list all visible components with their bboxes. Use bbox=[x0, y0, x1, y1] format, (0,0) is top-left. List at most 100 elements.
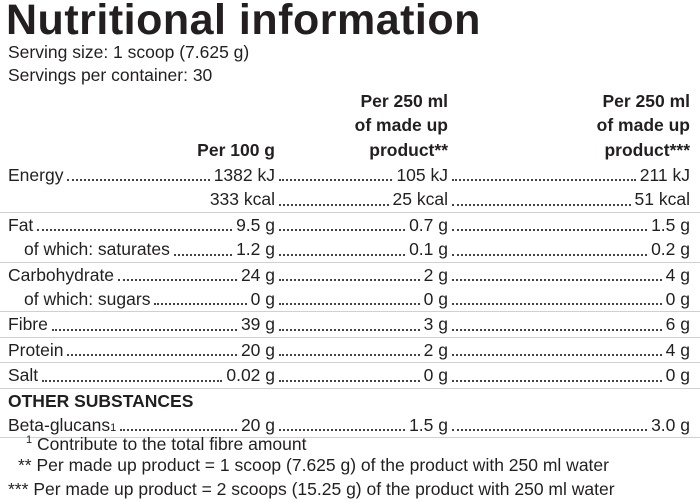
row-group: Beta-glucans 1 20 g 1.5 g 3.0 g bbox=[0, 413, 700, 439]
leader bbox=[452, 253, 648, 256]
title: Nutritional information bbox=[6, 0, 481, 44]
row: Fat 9.5 g 0.7 g 1.5 g bbox=[0, 213, 700, 237]
footnote-marker: *** bbox=[8, 479, 29, 499]
leader bbox=[279, 379, 420, 382]
row: 333 kcal 25 kcal 51 kcal bbox=[0, 187, 700, 211]
cell: 0 g bbox=[275, 287, 448, 311]
cell: Beta-glucans 1 20 g bbox=[8, 413, 275, 437]
footnote-text: Per made up product = 2 scoops (15.25 g)… bbox=[33, 479, 615, 499]
leader bbox=[452, 179, 636, 182]
value: 0.7 g bbox=[409, 214, 448, 235]
leader bbox=[452, 229, 648, 232]
row: Fibre 39 g 3 g 6 g bbox=[0, 312, 700, 336]
cell: of which: sugars 0 g bbox=[8, 287, 275, 311]
row-label: Salt bbox=[8, 365, 39, 386]
leader bbox=[452, 303, 662, 306]
cell: 3 g bbox=[275, 312, 448, 336]
leader bbox=[452, 203, 631, 206]
value: 3 g bbox=[423, 314, 448, 335]
leader bbox=[452, 429, 648, 432]
value: 0 g bbox=[423, 288, 448, 309]
header-line: product** bbox=[369, 139, 448, 160]
footnote: *** Per made up product = 2 scoops (15.2… bbox=[8, 477, 615, 501]
row-group: Protein 20 g 2 g 4 g bbox=[0, 338, 700, 364]
value: 51 kcal bbox=[634, 189, 690, 210]
value: 1.2 g bbox=[236, 239, 275, 260]
row: Carbohydrate 24 g 2 g 4 g bbox=[0, 263, 700, 287]
cell: 0.1 g bbox=[275, 237, 448, 261]
leader bbox=[279, 328, 420, 331]
column-header: Per 100 g bbox=[197, 138, 275, 162]
leader bbox=[67, 354, 237, 357]
column-header: Per 250 ml of made up product*** bbox=[597, 89, 690, 162]
cell: 25 kcal bbox=[275, 187, 448, 211]
leader bbox=[120, 429, 237, 432]
cell: 0.2 g bbox=[448, 237, 690, 261]
row: Protein 20 g 2 g 4 g bbox=[0, 338, 700, 362]
header-line: of made up bbox=[596, 115, 690, 136]
value: 0.1 g bbox=[409, 239, 448, 260]
value: 6 g bbox=[665, 314, 690, 335]
value: 105 kJ bbox=[396, 165, 448, 185]
value: 0 g bbox=[423, 365, 448, 386]
header-line: Per 250 ml bbox=[602, 91, 690, 111]
header-line: of made up bbox=[354, 115, 448, 136]
leader bbox=[42, 379, 223, 382]
servings: Servings per container: 30 bbox=[8, 65, 213, 85]
value: 333 kcal bbox=[209, 189, 275, 210]
footnote-text: Per made up product = 1 scoop (7.625 g) … bbox=[36, 454, 609, 475]
row-label: Carbohydrate bbox=[8, 264, 115, 285]
cell: 0.7 g bbox=[275, 213, 448, 237]
cell: 3.0 g bbox=[448, 413, 690, 437]
row-group: Carbohydrate 24 g 2 g 4 g of which: sugars 0 … bbox=[0, 263, 700, 313]
leader bbox=[51, 328, 237, 331]
value: 0.2 g bbox=[651, 239, 690, 260]
value: 211 kJ bbox=[639, 165, 690, 185]
row-label: of which: saturates bbox=[24, 239, 170, 260]
value: 20 g bbox=[240, 339, 275, 360]
row-group: Energy 1382 kJ 105 kJ 211 kJ 333 kcal 25 kcal… bbox=[0, 163, 700, 213]
value: 9.5 g bbox=[236, 214, 275, 235]
cell: Salt 0.02 g bbox=[8, 363, 275, 387]
leader bbox=[452, 379, 662, 382]
row-label: Energy bbox=[8, 165, 64, 185]
value: 1382 kJ bbox=[213, 165, 275, 185]
footnote-marker: 1 bbox=[26, 434, 33, 446]
cell: Fat 9.5 g bbox=[8, 213, 275, 237]
value: 39 g bbox=[240, 314, 275, 335]
footnote: ** Per made up product = 1 scoop (7.625 … bbox=[18, 453, 609, 477]
value: 2 g bbox=[423, 264, 448, 285]
row: Salt 0.02 g 0 g 0 g bbox=[0, 363, 700, 387]
leader bbox=[154, 303, 247, 306]
value: 0 g bbox=[665, 288, 690, 309]
cell: 2 g bbox=[275, 338, 448, 362]
cell: Protein 20 g bbox=[8, 338, 275, 362]
cell: 0 g bbox=[448, 287, 690, 311]
cell: 333 kcal bbox=[8, 187, 275, 211]
leader bbox=[173, 253, 233, 256]
cell: 1.5 g bbox=[275, 413, 448, 437]
leader bbox=[279, 179, 393, 182]
cell: Fibre 39 g bbox=[8, 312, 275, 336]
value: 3.0 g bbox=[651, 414, 690, 435]
cell: 4 g bbox=[448, 263, 690, 287]
row: Energy 1382 kJ 105 kJ 211 kJ bbox=[0, 163, 700, 187]
cell: 105 kJ bbox=[275, 163, 448, 187]
cell: 0 g bbox=[448, 363, 690, 387]
value: 20 g bbox=[240, 414, 275, 435]
value: 0.02 g bbox=[226, 365, 275, 386]
value: 0 g bbox=[250, 288, 275, 309]
leader bbox=[279, 429, 406, 432]
leader bbox=[279, 229, 406, 232]
cell: 51 kcal bbox=[448, 187, 690, 211]
leader bbox=[279, 303, 420, 306]
leader bbox=[118, 278, 237, 281]
cell: 211 kJ bbox=[448, 163, 690, 187]
row-group: Salt 0.02 g 0 g 0 g bbox=[0, 363, 700, 389]
row: Beta-glucans 1 20 g 1.5 g 3.0 g bbox=[0, 413, 700, 437]
row-label: Protein bbox=[8, 339, 64, 360]
value: 2 g bbox=[423, 339, 448, 360]
row-label: Fat bbox=[8, 214, 34, 235]
leader bbox=[279, 253, 406, 256]
